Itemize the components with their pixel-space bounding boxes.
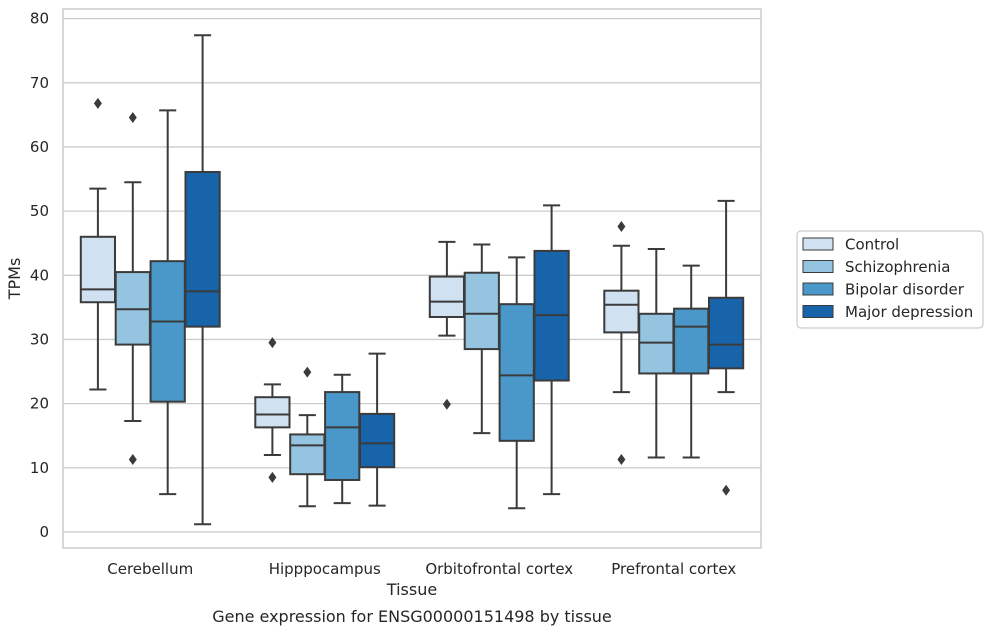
legend-swatch	[802, 282, 834, 296]
y-tick-label: 50	[30, 202, 49, 220]
y-tick-label: 30	[30, 330, 49, 348]
outlier-point	[128, 111, 137, 123]
box-schizophrenia	[638, 247, 675, 459]
y-tick-label: 60	[30, 138, 49, 156]
box-iqr	[254, 396, 291, 429]
y-tick-label: 40	[30, 266, 49, 284]
box-control	[79, 97, 117, 391]
plot-frame	[62, 8, 762, 549]
box-iqr	[707, 296, 745, 370]
legend-item: Schizophrenia	[802, 258, 950, 276]
y-tick-labels: 0 10 20 30 40 50 60 70 80	[30, 10, 49, 541]
outlier-point	[442, 398, 451, 410]
legend-swatch	[802, 260, 834, 273]
box-schizophrenia	[114, 111, 151, 465]
legend-swatch	[802, 237, 834, 251]
outlier-point	[617, 221, 626, 233]
legend-swatch	[802, 305, 834, 318]
box-iqr	[289, 433, 326, 476]
legend-label: Schizophrenia	[845, 258, 950, 276]
box-plots	[79, 34, 745, 526]
box-major-depression	[358, 352, 396, 507]
x-tick-label: Hipppocampus	[269, 560, 381, 578]
box-iqr	[149, 260, 186, 403]
outlier-point	[617, 453, 626, 465]
box-major-depression	[707, 199, 745, 496]
x-tick-label: Prefrontal cortex	[611, 560, 736, 578]
box-iqr	[79, 235, 117, 304]
legend-item: Major depression	[802, 303, 973, 321]
legend-box	[796, 230, 984, 329]
box-iqr	[673, 307, 710, 375]
box-iqr	[603, 289, 640, 334]
y-tick-label: 20	[30, 395, 49, 413]
x-tick-label: Orbitofrontal cortex	[425, 560, 573, 578]
legend: Control Schizophrenia Bipolar disorder Majo…	[796, 230, 984, 329]
y-tick-label: 70	[30, 74, 49, 92]
box-iqr	[463, 271, 500, 351]
box-bipolar-disorder	[324, 373, 361, 505]
box-iqr	[184, 170, 221, 328]
box-control	[254, 337, 291, 483]
y-tick-label: 10	[30, 459, 49, 477]
y-tick-label: 80	[30, 10, 49, 28]
box-major-depression	[533, 204, 570, 496]
outlier-point	[303, 366, 312, 378]
box-control	[603, 221, 640, 465]
box-bipolar-disorder	[498, 256, 535, 510]
outlier-point	[128, 453, 137, 465]
x-tick-label: Cerebellum	[107, 560, 193, 578]
legend-item: Control	[802, 236, 899, 254]
box-schizophrenia	[289, 366, 326, 508]
legend-label: Control	[845, 236, 899, 254]
x-axis-label: Tissue	[386, 580, 437, 599]
outlier-point	[93, 97, 102, 109]
box-iqr	[324, 391, 361, 481]
box-control	[428, 240, 466, 410]
legend-label: Major depression	[845, 303, 973, 321]
box-bipolar-disorder	[149, 109, 186, 496]
box-schizophrenia	[463, 243, 500, 435]
box-iqr	[428, 275, 466, 319]
y-axis-label: TPMs	[5, 258, 24, 301]
box-major-depression	[184, 34, 221, 526]
outlier-point	[268, 471, 277, 483]
box-bipolar-disorder	[673, 264, 710, 459]
outlier-point	[268, 337, 277, 349]
box-iqr	[498, 303, 535, 442]
legend-item: Bipolar disorder	[802, 281, 965, 299]
x-tick-labels: Cerebellum Hipppocampus Orbitofrontal cort…	[107, 560, 736, 578]
legend-label: Bipolar disorder	[845, 281, 965, 299]
box-iqr	[358, 412, 396, 469]
chart-caption: Gene expression for ENSG00000151498 by t…	[212, 607, 612, 626]
y-tick-label: 0	[39, 523, 49, 541]
outlier-point	[722, 484, 731, 496]
